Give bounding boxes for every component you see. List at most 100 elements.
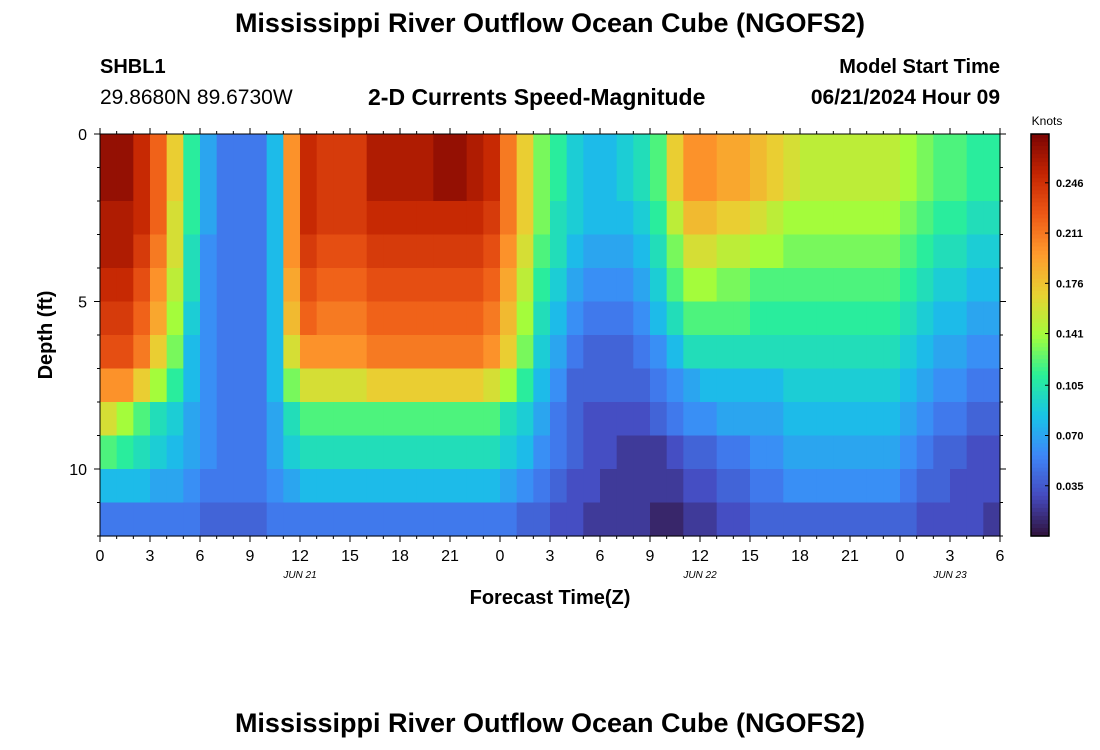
colorbar-segment <box>1031 503 1049 509</box>
colorbar-segment <box>1031 214 1049 220</box>
heatmap-cell <box>483 134 501 169</box>
heatmap-cell <box>683 234 701 269</box>
heatmap-cell <box>450 435 468 470</box>
heatmap-cell <box>800 167 818 202</box>
heatmap-cell <box>166 368 184 403</box>
heatmap-cell <box>166 134 184 169</box>
heatmap-cell <box>666 435 684 470</box>
heatmap-cell <box>333 301 351 336</box>
heatmap-cell <box>266 435 284 470</box>
heatmap-cell <box>166 301 184 336</box>
heatmap-cell <box>300 301 318 336</box>
heatmap-cell <box>850 435 868 470</box>
heatmap-cell <box>616 502 634 537</box>
heatmap-cell <box>550 301 568 336</box>
heatmap-cell <box>250 167 268 202</box>
heatmap-cell <box>533 167 551 202</box>
heatmap-cell <box>466 402 484 437</box>
colorbar-segment <box>1031 266 1049 272</box>
heatmap-cell <box>800 368 818 403</box>
heatmap-cell <box>100 402 118 437</box>
heatmap-cell <box>716 435 734 470</box>
heatmap-cell <box>983 201 1001 236</box>
heatmap-cell <box>433 268 451 303</box>
heatmap-cell <box>516 234 534 269</box>
heatmap-cell <box>500 201 518 236</box>
colorbar-tick-label: 0.105 <box>1056 380 1084 392</box>
heatmap-cell <box>150 268 168 303</box>
heatmap-cell <box>450 469 468 504</box>
heatmap-cell <box>966 301 984 336</box>
heatmap-cell <box>783 201 801 236</box>
colorbar-segment <box>1031 174 1049 179</box>
colorbar-tick-label: 0.211 <box>1056 228 1083 240</box>
heatmap-cell <box>650 134 668 169</box>
y-tick-label: 0 <box>78 127 87 144</box>
colorbar-segment <box>1031 443 1049 449</box>
heatmap-cell <box>900 234 918 269</box>
heatmap-cell <box>133 469 151 504</box>
heatmap-cell <box>266 268 284 303</box>
heatmap-cell <box>833 335 851 370</box>
heatmap-cell <box>883 167 901 202</box>
heatmap-cell <box>333 402 351 437</box>
heatmap-cell <box>716 234 734 269</box>
heatmap-cell <box>800 502 818 537</box>
heatmap-cell <box>516 134 534 169</box>
heatmap-cell <box>416 402 434 437</box>
heatmap-cell <box>233 167 251 202</box>
heatmap-cell <box>516 167 534 202</box>
heatmap-cell <box>300 134 318 169</box>
heatmap-cell <box>350 435 368 470</box>
heatmap-cell <box>316 502 334 537</box>
heatmap-cell <box>783 435 801 470</box>
colorbar-segment <box>1031 294 1049 300</box>
heatmap-cell <box>850 234 868 269</box>
colorbar-segment <box>1031 222 1049 228</box>
heatmap-cell <box>683 134 701 169</box>
heatmap-cell <box>916 268 934 303</box>
x-tick-label: 18 <box>391 548 409 565</box>
heatmap-cell <box>133 268 151 303</box>
heatmap-cell <box>350 301 368 336</box>
heatmap-cell <box>733 335 751 370</box>
colorbar-segment <box>1031 178 1049 183</box>
heatmap-cell <box>283 167 301 202</box>
heatmap-cell <box>866 201 884 236</box>
colorbar-segment <box>1031 395 1049 400</box>
heatmap-cell <box>333 134 351 169</box>
heatmap-cell <box>550 335 568 370</box>
heatmap-cell <box>100 167 118 202</box>
heatmap-cell <box>616 301 634 336</box>
heatmap-cell <box>983 335 1001 370</box>
colorbar-segment <box>1031 459 1049 465</box>
heatmap-cell <box>616 167 634 202</box>
heatmap-cell <box>200 234 218 269</box>
heatmap-cell <box>883 301 901 336</box>
heatmap-cell <box>633 234 651 269</box>
heatmap-cell <box>766 268 784 303</box>
heatmap-cell <box>916 167 934 202</box>
heatmap-chart: 0 3 6 9 12 15 18 21 0 3 6 9 12 15 18 21 0 3 6 JUN 21 JUN 22 J… <box>35 114 1084 609</box>
heatmap-cell <box>266 502 284 537</box>
heatmap-cell <box>750 335 768 370</box>
heatmap-cell <box>816 368 834 403</box>
heatmap-cell <box>200 469 218 504</box>
colorbar-segment <box>1031 242 1049 248</box>
colorbar-segment <box>1031 439 1049 445</box>
heatmap-cell <box>766 201 784 236</box>
heatmap-cell <box>800 268 818 303</box>
heatmap-cell <box>916 502 934 537</box>
colorbar-segment <box>1031 479 1049 485</box>
heatmap-cell <box>400 335 418 370</box>
heatmap-cell <box>883 234 901 269</box>
heatmap-cell <box>666 167 684 202</box>
colorbar-segment <box>1031 246 1049 252</box>
heatmap-cell <box>633 402 651 437</box>
heatmap-cell <box>900 301 918 336</box>
heatmap-cell <box>616 335 634 370</box>
colorbar-segment <box>1031 234 1049 240</box>
heatmap-cell <box>183 469 201 504</box>
heatmap-cell <box>850 335 868 370</box>
heatmap-cell <box>583 435 601 470</box>
